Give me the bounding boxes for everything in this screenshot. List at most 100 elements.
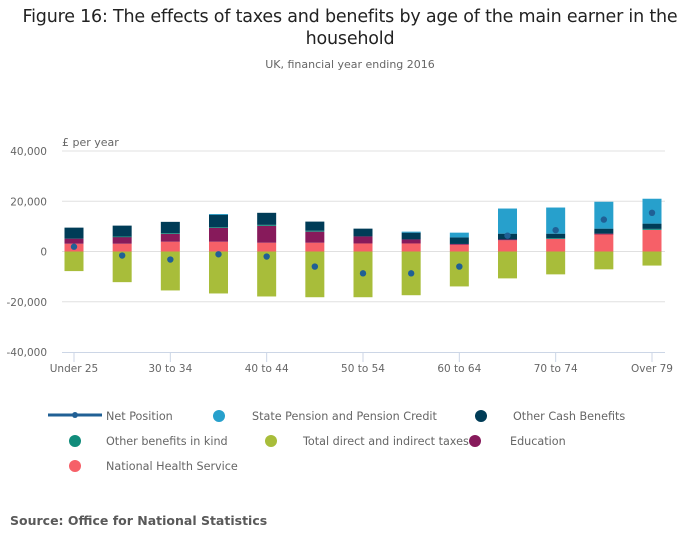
bar-segment-total-direct-and-indirect-taxes <box>112 251 132 283</box>
bar-segment-national-health-service <box>449 244 469 252</box>
bar-segment-state-pension-and-pension-credit <box>594 201 614 229</box>
bar-segment-other-cash-benefits <box>449 237 469 244</box>
bar-segment-education <box>160 233 180 242</box>
net-position-point <box>167 256 174 263</box>
chart-title: Figure 16: The effects of taxes and bene… <box>22 7 678 49</box>
bar-segment-other-cash-benefits <box>305 221 325 231</box>
bar-segment-other-benefits-in-kind <box>546 238 566 239</box>
bar-segment-other-cash-benefits <box>401 232 421 240</box>
legend-item-state-pension[interactable]: State Pension and Pension Credit <box>213 408 437 424</box>
bar-segment-education <box>305 231 325 243</box>
net-position-point <box>456 263 463 270</box>
x-tick-label: Under 25 <box>50 363 98 375</box>
dot-icon <box>475 410 487 422</box>
bar-segment-other-cash-benefits <box>642 223 662 229</box>
bar-segment-other-cash-benefits <box>257 212 277 225</box>
bar-segment-total-direct-and-indirect-taxes <box>257 251 277 297</box>
legend-label: Other Cash Benefits <box>513 409 626 423</box>
bar-segment-national-health-service <box>353 243 373 252</box>
stacked-bar-chart: 40,000 20,000 0 -20,000 -40,000 £ per year U… <box>6 136 673 375</box>
chart-subtitle: UK, financial year ending 2016 <box>265 58 435 71</box>
legend-label: State Pension and Pension Credit <box>252 409 437 423</box>
legend-item-other-benefits-in-kind[interactable]: Other benefits in kind <box>69 433 228 449</box>
dot-icon <box>69 460 81 472</box>
x-tick-label: 30 to 34 <box>148 363 192 375</box>
y-tick-label: 40,000 <box>10 146 47 158</box>
legend-item-nhs[interactable]: National Health Service <box>69 458 238 474</box>
bar-segment-national-health-service <box>160 241 180 252</box>
legend-item-other-cash-benefits[interactable]: Other Cash Benefits <box>475 408 625 424</box>
bar-segment-national-health-service <box>546 238 566 252</box>
bar-segment-total-direct-and-indirect-taxes <box>160 251 180 291</box>
x-axis: Under 25 30 to 34 40 to 44 50 to 54 60 to 64… <box>50 352 673 375</box>
bar-segment-other-benefits-in-kind <box>160 233 180 234</box>
legend-label: Other benefits in kind <box>106 434 228 448</box>
bar-segment-total-direct-and-indirect-taxes <box>64 251 84 272</box>
bar-segment-other-cash-benefits <box>112 225 132 237</box>
legend-item-net-position[interactable]: Net Position <box>48 408 173 424</box>
net-position-point <box>648 209 656 217</box>
bar-segment-other-benefits-in-kind <box>209 227 228 228</box>
bar-segment-state-pension-and-pension-credit <box>546 207 566 234</box>
bar-segment-other-cash-benefits <box>64 227 84 239</box>
bar-segment-national-health-service <box>642 229 662 252</box>
bar-segment-state-pension-and-pension-credit <box>209 214 228 215</box>
bar-segment-education <box>401 239 421 244</box>
legend-item-taxes[interactable]: Total direct and indirect taxes <box>265 433 469 449</box>
x-tick-label: 50 to 54 <box>341 363 385 375</box>
bar-segment-education <box>594 233 614 235</box>
bar-segment-total-direct-and-indirect-taxes <box>305 251 325 298</box>
bar-segment-education <box>449 243 469 245</box>
net-position-point <box>70 243 78 250</box>
y-tick-label: 0 <box>40 247 47 259</box>
bar-segment-total-direct-and-indirect-taxes <box>594 251 614 270</box>
legend-label: Net Position <box>106 409 173 423</box>
net-position-point <box>215 251 222 258</box>
bar-segment-national-health-service <box>305 242 325 252</box>
bar-segment-education <box>498 239 517 241</box>
bar-segment-other-benefits-in-kind <box>112 236 132 238</box>
bar-segment-other-benefits-in-kind <box>257 224 277 226</box>
bar-segment-education <box>209 227 228 242</box>
net-position-point <box>504 232 511 239</box>
bar-segment-education <box>257 225 277 243</box>
x-tick-label: 40 to 44 <box>245 363 289 375</box>
bar-segment-education <box>64 238 84 244</box>
y-tick-label: -20,000 <box>6 297 47 309</box>
line-marker-icon <box>48 410 102 423</box>
bar-segment-other-benefits-in-kind <box>305 230 325 232</box>
net-position-point <box>600 216 608 223</box>
x-tick-label: 70 to 74 <box>534 363 578 375</box>
bar-segment-other-cash-benefits <box>353 228 373 237</box>
dot-icon <box>213 410 225 422</box>
bar-segment-other-cash-benefits <box>546 233 566 239</box>
net-position-point <box>359 270 367 277</box>
bar-segment-national-health-service <box>209 241 228 252</box>
bar-segment-national-health-service <box>594 233 614 252</box>
bar-segment-other-cash-benefits <box>594 228 614 234</box>
bar-segment-state-pension-and-pension-credit <box>401 231 421 233</box>
y-axis-label: £ per year <box>62 136 119 149</box>
y-tick-label: 20,000 <box>10 196 47 208</box>
legend-item-education[interactable]: Education <box>469 433 566 449</box>
dot-icon <box>69 435 81 447</box>
net-position-point <box>263 253 270 260</box>
dot-icon <box>469 435 481 447</box>
bar-segment-total-direct-and-indirect-taxes <box>546 251 566 275</box>
net-position-point <box>407 270 415 277</box>
bar-segment-education <box>112 236 132 244</box>
bar-segment-other-cash-benefits <box>209 214 228 228</box>
bar-segment-other-benefits-in-kind <box>642 228 662 230</box>
y-tick-label: -40,000 <box>6 347 47 359</box>
x-tick-label: 60 to 64 <box>437 363 481 375</box>
bars <box>64 198 662 298</box>
bar-segment-national-health-service <box>257 242 277 252</box>
legend-label: Education <box>510 434 566 448</box>
bar-segment-national-health-service <box>498 240 517 252</box>
bar-segment-total-direct-and-indirect-taxes <box>642 251 662 266</box>
x-tick-label: Over 79 <box>631 363 673 375</box>
net-position-point <box>552 226 559 234</box>
bar-segment-other-cash-benefits <box>160 221 180 234</box>
legend-label: Total direct and indirect taxes <box>303 434 469 448</box>
net-position-markers <box>70 209 656 277</box>
